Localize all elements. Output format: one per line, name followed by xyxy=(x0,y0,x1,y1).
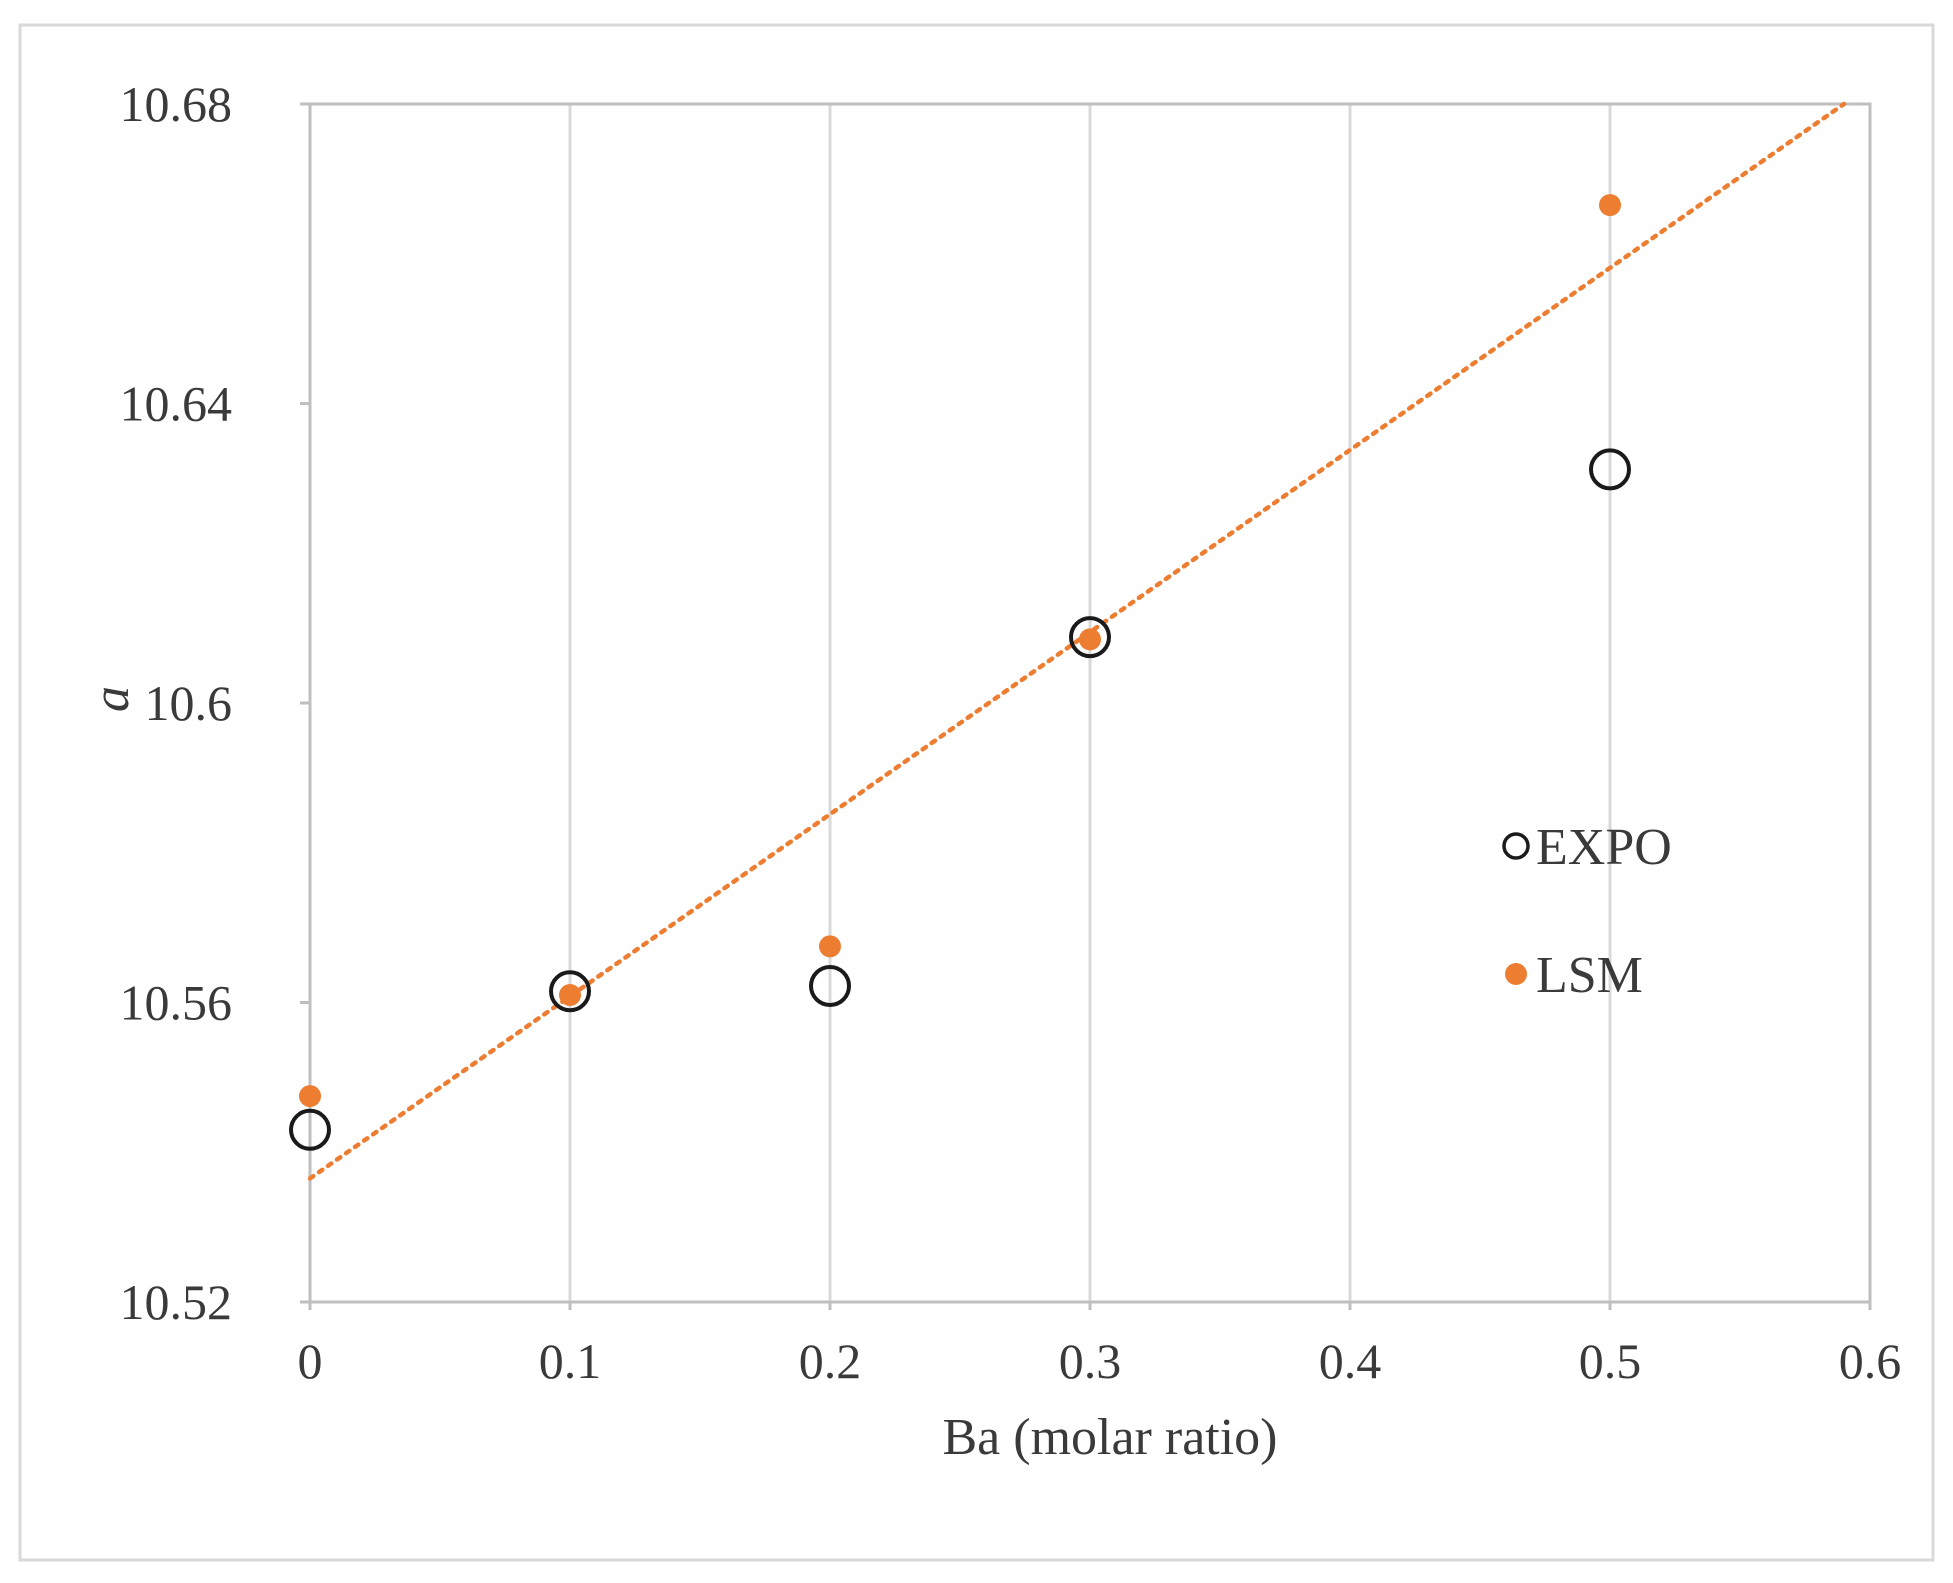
data-point-lsm xyxy=(819,935,841,958)
y-tick-label: 10.56 xyxy=(120,975,233,1031)
data-point-expo xyxy=(1069,616,1111,659)
x-tick-label: 0.1 xyxy=(539,1333,602,1389)
x-tick-label: 0.4 xyxy=(1319,1333,1382,1389)
data-point-expo xyxy=(809,965,851,1008)
legend-label-expo: EXPO xyxy=(1536,819,1672,876)
y-tick-label: 10.52 xyxy=(120,1274,233,1330)
legend-marker-expo xyxy=(1502,832,1530,860)
x-tick-label: 0.5 xyxy=(1579,1333,1642,1389)
legend: EXPO LSM xyxy=(1502,819,1672,1004)
data-point-lsm xyxy=(1079,628,1101,651)
data-point-lsm xyxy=(299,1085,321,1108)
x-tick-label: 0.2 xyxy=(799,1333,862,1389)
x-tick-label: 0.3 xyxy=(1059,1333,1122,1389)
x-tick-label: 0 xyxy=(298,1333,323,1389)
gridlines xyxy=(568,104,1612,1302)
y-tick-label: 10.64 xyxy=(120,376,233,432)
y-tick-label: 10.6 xyxy=(145,675,233,731)
tick-labels: 0 0.1 0.2 0.3 0.4 0.5 0.6 10.52 10.56 10.6 10.64 10… xyxy=(120,76,1902,1389)
legend-marker-lsm xyxy=(1505,963,1527,985)
legend-label-lsm: LSM xyxy=(1536,947,1643,1004)
y-tick-label: 10.68 xyxy=(120,76,233,132)
data-point-expo xyxy=(549,970,591,1013)
x-axis-label: Ba (molar ratio) xyxy=(943,1409,1278,1466)
x-tick-label: 0.6 xyxy=(1839,1333,1902,1389)
data-markers xyxy=(289,194,1631,1151)
y-axis-label: a xyxy=(83,686,140,712)
data-point-expo xyxy=(1589,448,1631,491)
data-point-lsm xyxy=(559,984,581,1007)
data-point-lsm xyxy=(1599,194,1621,217)
outer-border xyxy=(18,23,1935,1562)
data-point-expo xyxy=(289,1108,331,1151)
